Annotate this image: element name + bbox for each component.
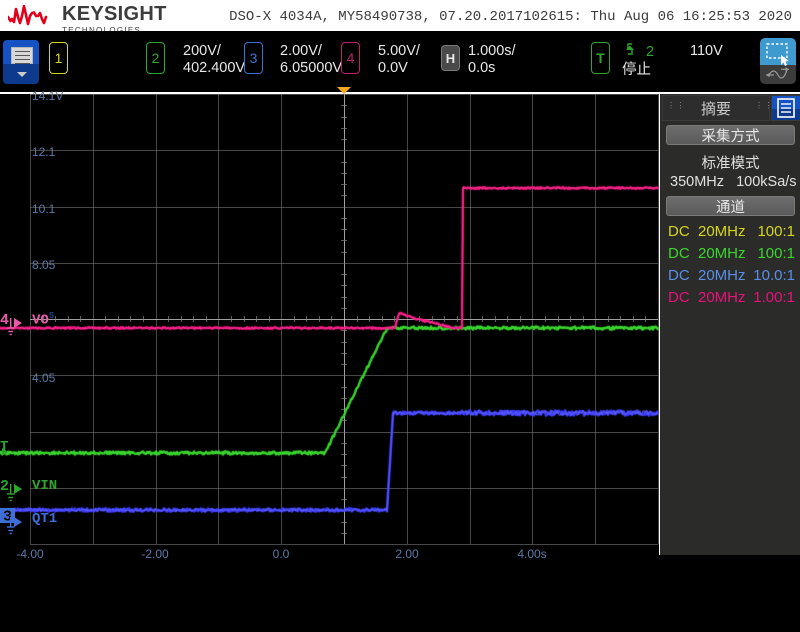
svg-text:4: 4 — [0, 312, 9, 329]
svg-text:2: 2 — [0, 478, 9, 495]
